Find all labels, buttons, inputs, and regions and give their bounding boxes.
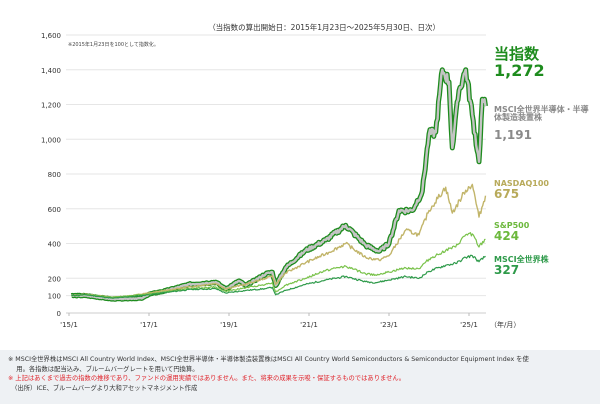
calculation-period: （当指数の算出開始日：2015年1月23日～2025年5月30日、日次） [208,23,440,32]
y-tick-label: 1,400 [41,67,61,75]
series-name: 当指数 [494,45,540,63]
label-semiconductor: MSCI全世界半導体・半導体製造装置株 1,191 [494,105,589,142]
series-value: 327 [494,263,520,278]
series-value: 424 [494,229,520,244]
x-tick-label: '21/1 [300,321,318,329]
x-tick-label: '25/1 [460,321,478,329]
x-tick-label: '19/1 [220,321,238,329]
y-tick-label: 1,000 [41,136,61,144]
x-tick-label: '23/1 [380,321,398,329]
series-line-sp500 [71,232,486,299]
y-tick-label: 1,200 [41,102,61,110]
y-tick-label: 800 [48,171,61,179]
series-name: MSCI全世界株 [494,255,549,264]
series-value: 1,272 [494,60,545,80]
disclaimer: ※ 上記はあくまで過去の指数の推移であり、ファンドの運用実績ではありません。また… [8,375,405,382]
label-sp500: S&P500 424 [494,221,530,244]
label-msci-acwi: MSCI全世界株 327 [494,255,549,278]
y-tick-label: 400 [48,241,61,249]
series-line-nasdaq100 [71,183,487,299]
y-tick-label: 100 [48,293,61,301]
x-tick-label: '15/1 [60,321,78,329]
x-axis-label: （年/月） [490,320,520,329]
footnotes: ※ MSCI全世界株はMSCI All Country World Index、… [0,350,600,404]
series-value: 675 [494,187,520,202]
line-chart: 0 100 200 400 600 800 1,000 1,200 1,400 1,600 '15/… [41,32,520,329]
footnote-indices: ※ MSCI全世界株はMSCI All Country World Index、… [8,356,529,363]
series-name: NASDAQ100 [494,179,549,188]
label-nasdaq100: NASDAQ100 675 [494,179,549,202]
series-value: 1,191 [494,127,532,142]
y-tick-label: 0 [57,310,61,318]
series-line-msci-acwi [71,254,486,299]
footnote-indices-cont: 用。各指数は配当込み、ブルームバーグレートを用いて円換算。 [8,365,199,373]
series-name: S&P500 [494,221,530,230]
y-tick-label: 1,600 [41,32,61,40]
y-tick-label: 200 [48,275,61,283]
index-note: ※2015年1月23日を100として指数化。 [68,42,159,48]
label-this-index: 当指数 1,272 [494,45,545,80]
series-name: MSCI全世界半導体・半導体製造装置株 [494,105,589,123]
y-tick-label: 600 [48,206,61,214]
source: （出所）ICE、ブルームバーグより大和アセットマネジメント作成 [8,384,198,392]
x-tick-label: '17/1 [140,321,158,329]
